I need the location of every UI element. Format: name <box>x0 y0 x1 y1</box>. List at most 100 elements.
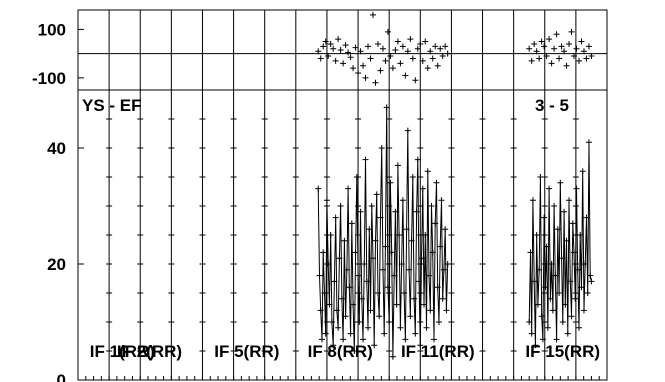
amplitude-point <box>377 214 384 221</box>
phase-point <box>531 40 538 47</box>
phase-point <box>419 57 426 64</box>
amplitude-point <box>386 319 393 325</box>
phase-point <box>345 49 352 56</box>
amplitude-point <box>439 295 446 302</box>
baseline-label: YS - EF <box>82 96 142 115</box>
phase-point <box>541 43 548 50</box>
amplitude-point <box>572 295 579 302</box>
amplitude-point <box>440 266 447 273</box>
phase-point <box>409 55 416 62</box>
amplitude-point <box>537 174 544 180</box>
amplitude-point <box>341 237 348 244</box>
amplitude-point <box>528 330 535 337</box>
amplitude-point <box>567 278 574 285</box>
amplitude-point <box>373 191 380 198</box>
amplitude-point <box>335 324 342 331</box>
phase-point <box>580 48 587 55</box>
phase-point <box>347 54 354 61</box>
amplitude-point <box>322 330 329 337</box>
phase-series <box>315 11 595 86</box>
amplitude-point <box>321 290 328 296</box>
phase-point <box>367 55 374 62</box>
phase-point <box>340 60 347 67</box>
amplitude-point <box>587 272 594 279</box>
phase-point <box>389 65 396 72</box>
amplitude-point <box>574 266 581 273</box>
phase-point <box>533 48 540 55</box>
amplitude-point <box>320 249 327 256</box>
amplitude-point <box>347 330 354 337</box>
phase-point <box>526 45 533 52</box>
phase-point <box>561 48 568 55</box>
phase-point <box>365 43 372 50</box>
amplitude-point <box>342 313 349 320</box>
amplitude-point <box>369 255 376 262</box>
if-label: IF 15(RR) <box>525 342 600 361</box>
amplitude-point <box>384 284 391 291</box>
phase-point <box>382 57 389 64</box>
phase-point <box>538 38 545 45</box>
amplitude-point <box>360 336 367 343</box>
phase-point <box>556 55 563 62</box>
if-label: IF 11(RR) <box>401 342 475 361</box>
amplitude-point <box>391 272 398 279</box>
phase-point <box>563 62 570 69</box>
phase-point <box>575 57 582 64</box>
phase-point <box>444 50 451 57</box>
amplitude-point <box>316 272 323 279</box>
amplitude-point <box>407 313 414 320</box>
amplitude-point <box>378 145 385 151</box>
amplitude-point <box>557 179 564 186</box>
amplitude-point <box>580 307 587 314</box>
amplitude-point <box>554 226 561 233</box>
amplitude-point <box>382 243 389 250</box>
amplitude-point <box>579 168 586 175</box>
amplitude-point <box>404 127 411 134</box>
amplitude-point <box>409 174 416 180</box>
phase-point <box>397 60 404 67</box>
phase-point <box>553 31 560 38</box>
phase-point <box>571 53 578 60</box>
amplitude-point <box>438 197 445 204</box>
amplitude-point <box>414 156 421 163</box>
amplitude-point <box>553 336 560 343</box>
phase-point <box>342 42 349 49</box>
amplitude-point <box>527 249 534 256</box>
phase-point <box>551 45 558 52</box>
phase-point <box>402 72 409 79</box>
amplitude-point <box>578 284 585 291</box>
amplitude-series <box>315 104 595 360</box>
amplitude-point <box>387 179 394 186</box>
amplitude-tick-label: 0 <box>57 371 66 382</box>
amplitude-point <box>582 261 589 267</box>
amplitude-point <box>585 139 592 146</box>
amplitude-point <box>430 336 437 343</box>
phase-point <box>315 48 322 55</box>
phase-point <box>357 48 364 55</box>
amplitude-point <box>326 301 333 308</box>
amplitude-point <box>351 348 358 354</box>
amplitude-point <box>346 284 353 291</box>
amplitude-point <box>526 319 533 325</box>
amplitude-trace <box>528 142 592 346</box>
phase-point <box>427 48 434 55</box>
phase-point <box>387 53 394 60</box>
y-axis-ticks: 100 -100 0 20 40 <box>32 20 84 382</box>
amplitude-point <box>426 272 433 279</box>
phase-point <box>432 43 439 50</box>
amplitude-point <box>333 307 340 314</box>
amplitude-point <box>366 226 373 233</box>
phase-point <box>325 53 332 60</box>
phase-point <box>394 38 401 45</box>
phase-point <box>337 47 344 53</box>
amplitude-point <box>336 255 343 262</box>
amplitude-point <box>546 185 553 192</box>
amplitude-point <box>559 319 566 325</box>
amplitude-point <box>434 284 441 291</box>
amplitude-point <box>332 214 339 221</box>
phase-point <box>362 74 369 81</box>
phase-point <box>330 45 337 52</box>
phase-point <box>429 55 436 62</box>
amplitude-point <box>433 179 440 186</box>
